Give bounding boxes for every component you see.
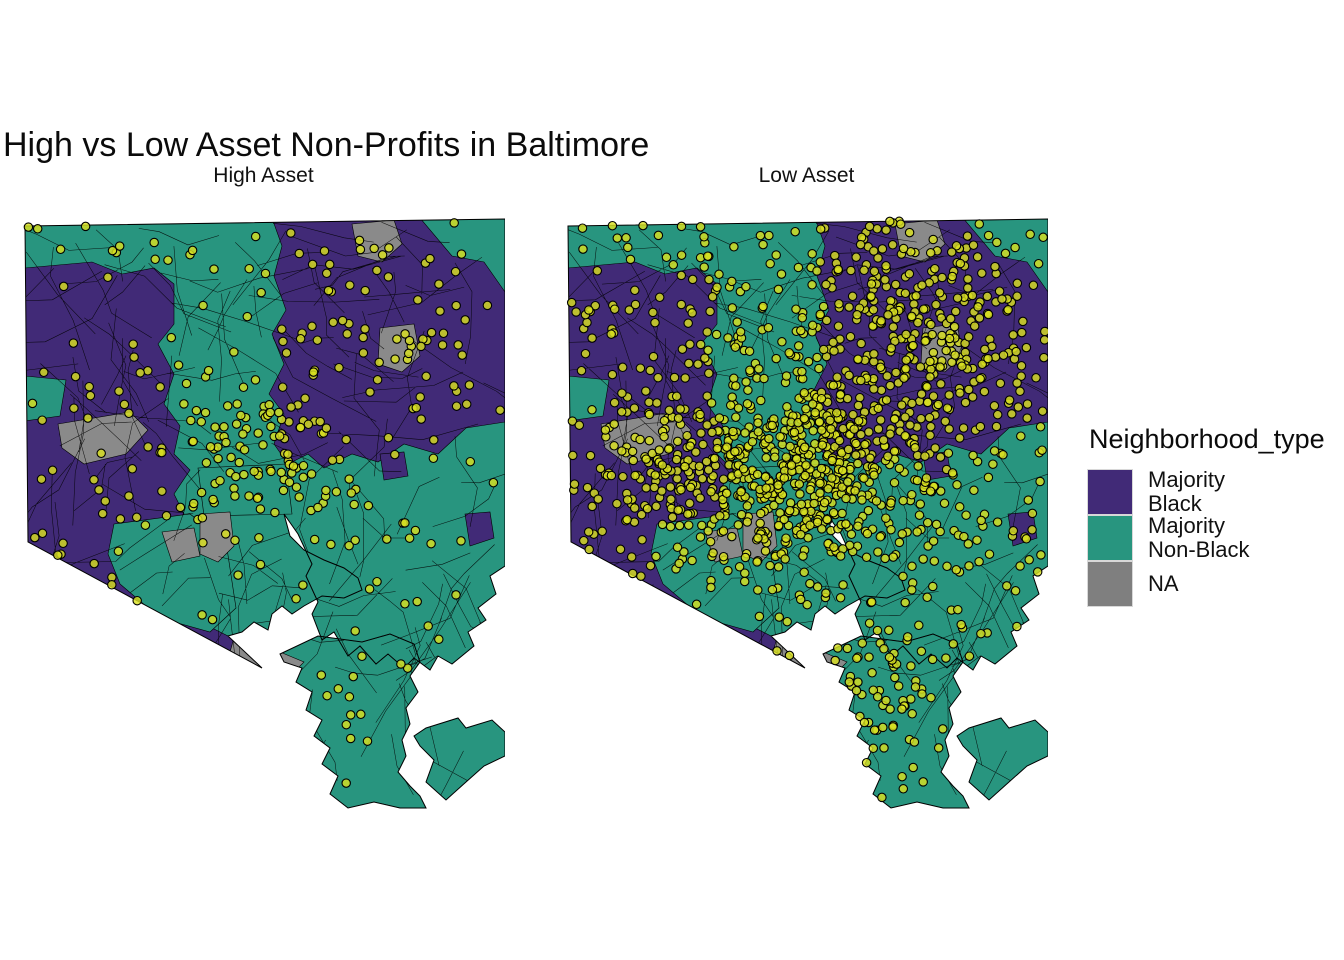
points-layer xyxy=(23,218,505,788)
city-boundary xyxy=(24,218,505,809)
city-boundary xyxy=(567,218,1048,809)
legend-swatch xyxy=(1087,469,1133,515)
legend-item-label: NA xyxy=(1148,571,1179,596)
legend: Neighborhood_type Majority Black Majorit… xyxy=(1087,424,1344,607)
figure-title: High vs Low Asset Non-Profits in Baltimo… xyxy=(3,126,650,164)
legend-title: Neighborhood_type xyxy=(1089,424,1325,454)
points-layer xyxy=(566,216,1048,803)
legend-item-majority-non-black: Majority Non-Black xyxy=(1087,513,1344,562)
map-high-asset xyxy=(23,218,505,809)
legend-item-na: NA xyxy=(1087,561,1344,607)
legend-item-label: Majority Non-Black xyxy=(1148,513,1250,562)
tract-fill-layer xyxy=(25,219,505,808)
map-low-asset xyxy=(566,216,1048,809)
legend-swatch xyxy=(1087,515,1133,561)
facet-label-low-asset: Low Asset xyxy=(758,164,855,187)
legend-item-majority-black: Majority Black xyxy=(1087,467,1344,516)
legend-swatch xyxy=(1087,561,1133,607)
facet-label-high-asset: High Asset xyxy=(213,164,314,187)
legend-item-label: Majority Black xyxy=(1148,467,1226,516)
legend-rows: Majority Black Majority Non-Black NA xyxy=(1087,467,1344,607)
